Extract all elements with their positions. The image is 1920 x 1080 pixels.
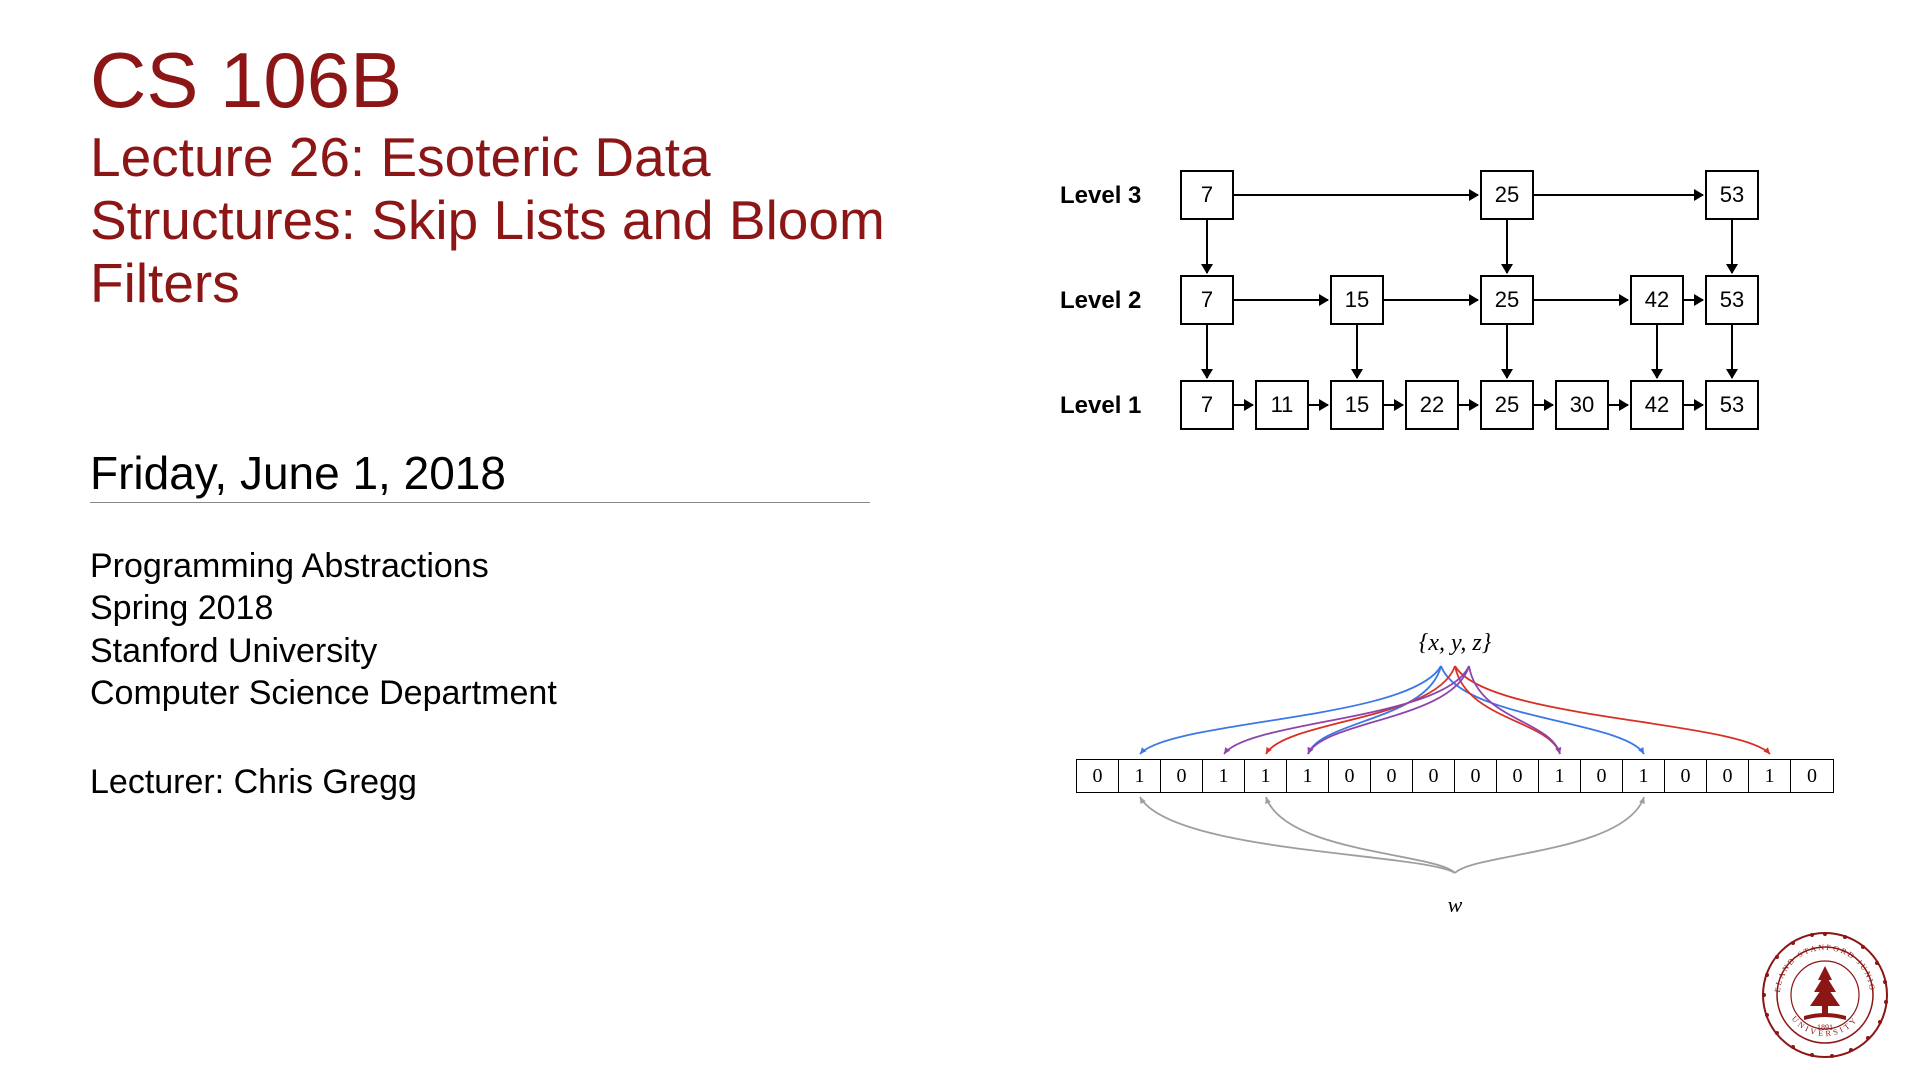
arrow-right-icon xyxy=(1534,194,1703,196)
arrow-down-icon xyxy=(1206,220,1208,273)
skiplist-node: 25 xyxy=(1480,380,1534,430)
bloom-bit-cell: 0 xyxy=(1077,760,1119,792)
skiplist-node: 42 xyxy=(1630,275,1684,325)
skiplist-node: 7 xyxy=(1180,275,1234,325)
bloom-bit-cell: 0 xyxy=(1455,760,1497,792)
skiplist-node: 53 xyxy=(1705,170,1759,220)
seal-year: 1891 xyxy=(1817,1023,1833,1032)
lecturer: Lecturer: Chris Gregg xyxy=(90,763,900,802)
info-line: Computer Science Department xyxy=(90,672,900,715)
arrow-right-icon xyxy=(1234,404,1253,406)
lecture-date: Friday, June 1, 2018 xyxy=(90,446,870,503)
left-column: CS 106B Lecture 26: Esoteric Data Struct… xyxy=(90,40,900,802)
bloom-bit-cell: 0 xyxy=(1707,760,1749,792)
skiplist-node: 25 xyxy=(1480,170,1534,220)
bloom-bit-cell: 1 xyxy=(1203,760,1245,792)
bloom-filter-diagram: {x, y, z}010111000001010010w xyxy=(1060,630,1850,918)
skiplist-level-label: Level 1 xyxy=(1060,392,1141,420)
bloom-bit-cell: 0 xyxy=(1413,760,1455,792)
bloom-bit-cell: 1 xyxy=(1119,760,1161,792)
skiplist-node: 15 xyxy=(1330,380,1384,430)
arrow-right-icon xyxy=(1534,299,1628,301)
info-line: Programming Abstractions xyxy=(90,545,900,588)
skiplist-level-label: Level 2 xyxy=(1060,287,1141,315)
arrow-down-icon xyxy=(1356,325,1358,378)
arrow-down-icon xyxy=(1206,325,1208,378)
bloom-bit-array: 010111000001010010 xyxy=(1076,759,1834,793)
bloom-set-label: {x, y, z} xyxy=(1060,630,1850,657)
info-line: Stanford University xyxy=(90,630,900,673)
skiplist-diagram: Level 3 7 25 53 Level 2 7 15 25 42 53 Level 1 7 11 15… xyxy=(1060,170,1850,450)
arrow-right-icon xyxy=(1459,404,1478,406)
arrow-down-icon xyxy=(1506,220,1508,273)
arrow-right-icon xyxy=(1384,299,1478,301)
bloom-bit-cell: 0 xyxy=(1329,760,1371,792)
bloom-bit-cell: 0 xyxy=(1161,760,1203,792)
skiplist-node: 11 xyxy=(1255,380,1309,430)
skiplist-node: 15 xyxy=(1330,275,1384,325)
stanford-seal: LELAND STANFORD JUNIOR UNIVERSITY 1891 xyxy=(1760,930,1890,1060)
course-code: CS 106B xyxy=(90,40,900,122)
arrow-right-icon xyxy=(1609,404,1628,406)
skiplist-node: 30 xyxy=(1555,380,1609,430)
info-line: Spring 2018 xyxy=(90,587,900,630)
bloom-bit-cell: 0 xyxy=(1371,760,1413,792)
bloom-bit-cell: 0 xyxy=(1581,760,1623,792)
course-info: Programming Abstractions Spring 2018 Sta… xyxy=(90,545,900,715)
slide: CS 106B Lecture 26: Esoteric Data Struct… xyxy=(0,0,1920,1080)
skiplist-row: Level 2 7 15 25 42 53 xyxy=(1060,275,1850,380)
skiplist-node: 42 xyxy=(1630,380,1684,430)
skiplist-node: 25 xyxy=(1480,275,1534,325)
bloom-bit-cell: 1 xyxy=(1287,760,1329,792)
arrow-down-icon xyxy=(1656,325,1658,378)
skiplist-node: 22 xyxy=(1405,380,1459,430)
skiplist-node: 7 xyxy=(1180,170,1234,220)
bloom-bit-cell: 0 xyxy=(1791,760,1833,792)
bloom-query-label: w xyxy=(1060,892,1850,918)
bloom-query-arrows xyxy=(1060,793,1850,883)
skiplist-node: 53 xyxy=(1705,275,1759,325)
arrow-down-icon xyxy=(1731,220,1733,273)
skiplist-node: 7 xyxy=(1180,380,1234,430)
bloom-bit-cell: 0 xyxy=(1497,760,1539,792)
skiplist-row: Level 1 7 11 15 22 25 30 42 53 xyxy=(1060,380,1850,450)
arrow-down-icon xyxy=(1731,325,1733,378)
bloom-bit-cell: 1 xyxy=(1749,760,1791,792)
arrow-right-icon xyxy=(1309,404,1328,406)
arrow-right-icon xyxy=(1234,194,1478,196)
arrow-down-icon xyxy=(1506,325,1508,378)
skiplist-node: 53 xyxy=(1705,380,1759,430)
arrow-right-icon xyxy=(1684,404,1703,406)
skiplist-row: Level 3 7 25 53 xyxy=(1060,170,1850,275)
arrow-right-icon xyxy=(1384,404,1403,406)
bloom-bit-cell: 1 xyxy=(1623,760,1665,792)
bloom-bit-cell: 1 xyxy=(1539,760,1581,792)
lecture-title: Lecture 26: Esoteric Data Structures: Sk… xyxy=(90,126,900,316)
arrow-right-icon xyxy=(1534,404,1553,406)
arrow-right-icon xyxy=(1684,299,1703,301)
bloom-hash-arrows xyxy=(1060,658,1850,756)
bloom-bit-cell: 1 xyxy=(1245,760,1287,792)
arrow-right-icon xyxy=(1234,299,1328,301)
bloom-bit-cell: 0 xyxy=(1665,760,1707,792)
skiplist-level-label: Level 3 xyxy=(1060,182,1141,210)
